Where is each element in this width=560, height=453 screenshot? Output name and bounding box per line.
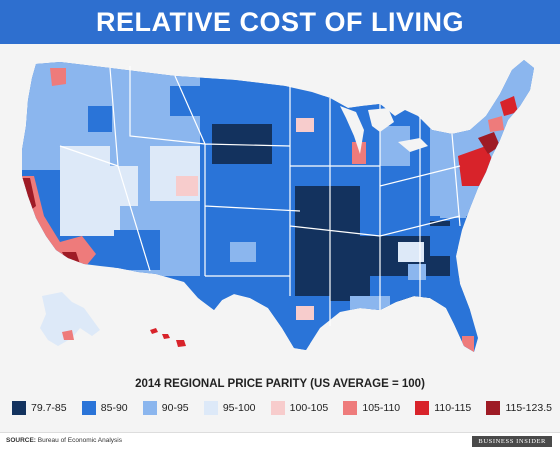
brand-logo[interactable]: BUSINESS INSIDER bbox=[472, 436, 552, 447]
footer: SOURCE: Bureau of Economic Analysis BUSI… bbox=[0, 432, 560, 453]
region-denver bbox=[176, 176, 198, 196]
region-arizona bbox=[114, 230, 160, 270]
legend-item-6: 110-115 bbox=[415, 401, 471, 415]
source-credit: SOURCE: Bureau of Economic Analysis bbox=[6, 437, 122, 444]
region-utah-light bbox=[108, 166, 138, 206]
us-map-svg bbox=[22, 60, 534, 352]
legend-swatch-5 bbox=[343, 401, 358, 415]
legend-label-1: 85-90 bbox=[100, 402, 128, 414]
region-ohio-valley bbox=[360, 166, 430, 236]
legend-item-7: 115-123.5 bbox=[486, 401, 552, 415]
state-borders bbox=[59, 66, 461, 326]
alaska bbox=[40, 292, 100, 346]
legend-title: 2014 REGIONAL PRICE PARITY (US AVERAGE =… bbox=[135, 378, 425, 390]
legend-item-0: 79.7-85 bbox=[12, 401, 67, 415]
great-lakes bbox=[340, 106, 428, 154]
region-idaho-mid bbox=[88, 106, 112, 132]
legend-swatch-0 bbox=[12, 401, 26, 415]
hawaii bbox=[150, 328, 186, 347]
region-miami bbox=[462, 336, 474, 352]
region-carolina-mid bbox=[430, 226, 458, 256]
title-bar: RELATIVE COST OF LIVING bbox=[0, 0, 560, 44]
legend-label-3: 95-100 bbox=[222, 402, 256, 414]
region-atlanta bbox=[408, 264, 426, 280]
page-title: RELATIVE COST OF LIVING bbox=[95, 6, 464, 37]
region-austin bbox=[254, 308, 268, 320]
source-text: Bureau of Economic Analysis bbox=[37, 437, 122, 444]
legend-label-0: 79.7-85 bbox=[31, 402, 67, 414]
legend-item-3: 95-100 bbox=[203, 401, 256, 415]
region-chicago bbox=[352, 142, 366, 164]
legend-swatch-1 bbox=[81, 401, 96, 415]
legend-swatch-4 bbox=[270, 401, 285, 415]
region-boston bbox=[500, 96, 518, 116]
region-montana-east bbox=[170, 86, 200, 116]
legend: 79.7-85 85-90 90-95 95-100 100-105 105-1… bbox=[12, 400, 552, 416]
region-kentucky-light bbox=[398, 242, 424, 262]
legend-swatch-2 bbox=[142, 401, 157, 415]
contiguous-us bbox=[22, 60, 534, 352]
legend-label-4: 100-105 bbox=[289, 402, 329, 414]
legend-label-5: 105-110 bbox=[362, 402, 401, 414]
legend-item-4: 100-105 bbox=[270, 401, 329, 415]
alaska-anchorage bbox=[62, 330, 74, 340]
region-new-mexico-light bbox=[170, 242, 198, 272]
alaska-shape bbox=[40, 292, 100, 346]
hawaii-islands bbox=[150, 328, 186, 347]
legend-label-2: 90-95 bbox=[161, 402, 189, 414]
region-connecticut bbox=[488, 116, 504, 132]
legend-item-1: 85-90 bbox=[81, 401, 128, 415]
region-virginia-light bbox=[440, 196, 466, 218]
legend-item-5: 105-110 bbox=[343, 401, 400, 415]
region-minneapolis bbox=[296, 118, 314, 132]
us-price-parity-map bbox=[0, 46, 560, 372]
region-new-jersey bbox=[478, 132, 500, 154]
legend-label-7: 115-123.5 bbox=[505, 402, 552, 414]
source-label: SOURCE: bbox=[6, 437, 36, 444]
region-oklahoma-light bbox=[230, 242, 256, 262]
region-gulf-coast bbox=[350, 296, 390, 316]
legend-item-2: 90-95 bbox=[142, 401, 189, 415]
legend-swatch-3 bbox=[203, 401, 218, 415]
legend-swatch-6 bbox=[415, 401, 430, 415]
region-houston bbox=[296, 306, 314, 320]
region-seattle bbox=[50, 68, 66, 86]
region-pittsburgh-light bbox=[430, 146, 456, 176]
legend-label-6: 110-115 bbox=[434, 402, 472, 414]
legend-swatch-7 bbox=[486, 401, 501, 415]
